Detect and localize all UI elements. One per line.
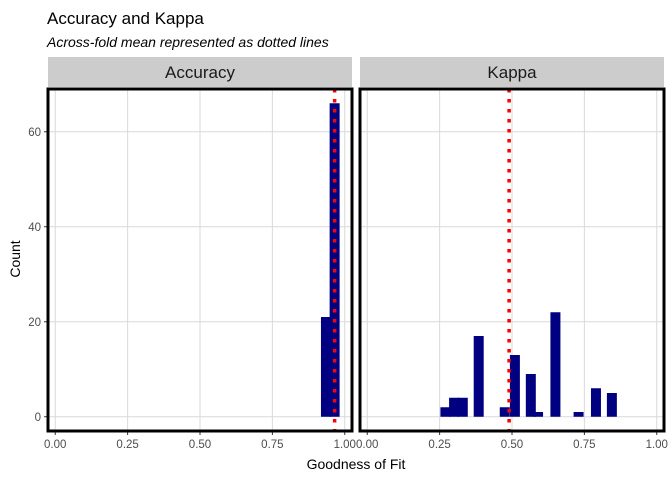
y-axis-title: Count <box>7 240 23 277</box>
y-tick-label: 0 <box>35 412 41 424</box>
y-tick-label: 40 <box>28 222 41 234</box>
panel-border <box>46 87 354 433</box>
panel-border <box>358 87 666 433</box>
histogram-bar <box>473 336 484 417</box>
histogram-bar <box>320 317 331 417</box>
histogram-bar <box>457 397 468 417</box>
x-tick-label: 0.00 <box>44 439 66 451</box>
histogram-bar <box>525 374 536 417</box>
x-tick-label: 0.00 <box>356 439 378 451</box>
x-tick-label: 0.50 <box>501 439 523 451</box>
x-tick-label: 1.00 <box>646 439 668 451</box>
histogram-bar <box>573 412 584 417</box>
x-tick-label: 0.75 <box>573 439 595 451</box>
y-tick-label: 20 <box>28 317 41 329</box>
facet-panel-accuracy: Accuracy 0.00 0.25 0.50 0.75 1.00 <box>44 57 356 451</box>
panels: Accuracy 0.00 0.25 0.50 0.75 1.00 Kappa 0.00 0.2… <box>44 57 668 451</box>
y-axis: 0 20 40 60 <box>28 127 47 424</box>
chart-subtitle: Across-fold mean represented as dotted l… <box>46 34 329 50</box>
chart-title: Accuracy and Kappa <box>47 9 204 28</box>
histogram-bar <box>499 407 510 417</box>
x-tick-label: 0.50 <box>189 439 211 451</box>
facet-strip-background <box>360 57 664 87</box>
y-tick-label: 60 <box>28 127 41 139</box>
histogram-bar <box>509 355 520 417</box>
facet-strip-label: Accuracy <box>165 63 235 82</box>
histogram-bar <box>449 397 460 417</box>
x-axis-title: Goodness of Fit <box>307 456 406 472</box>
facet-strip-label: Kappa <box>487 63 537 82</box>
histogram-bar <box>606 393 617 417</box>
facet-panel-kappa: Kappa 0.00 0.25 0.50 0.75 1.00 <box>356 57 668 451</box>
facet-strip-background <box>48 57 352 87</box>
histogram-bar <box>590 388 601 417</box>
x-tick-label: 0.25 <box>116 439 138 451</box>
x-tick-label: 0.25 <box>428 439 450 451</box>
histogram-bar <box>440 407 451 417</box>
x-tick-label: 1.00 <box>334 439 356 451</box>
histogram-bar <box>533 412 544 417</box>
x-tick-label: 0.75 <box>261 439 283 451</box>
histogram-bar <box>550 312 561 417</box>
